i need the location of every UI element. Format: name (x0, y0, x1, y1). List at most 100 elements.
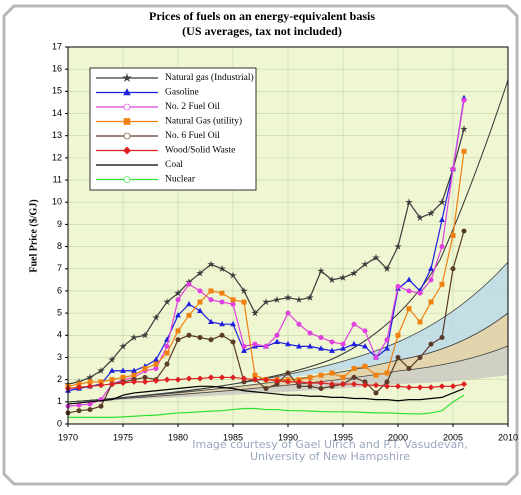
marker (450, 166, 456, 172)
marker (373, 390, 379, 396)
marker (428, 299, 434, 305)
y-tick-label: 12 (52, 152, 62, 162)
marker (394, 242, 402, 250)
series-line (68, 394, 465, 418)
marker (119, 379, 127, 387)
marker (329, 347, 335, 353)
marker (461, 97, 467, 103)
marker (384, 337, 390, 343)
x-tick-label: 1995 (333, 432, 353, 442)
marker (252, 341, 258, 347)
marker (450, 233, 456, 239)
marker (196, 269, 204, 277)
marker (185, 375, 193, 382)
marker (461, 228, 467, 234)
marker (141, 378, 149, 385)
marker (208, 288, 214, 294)
marker (207, 374, 215, 381)
legend-box (89, 67, 257, 191)
marker (373, 354, 379, 360)
marker (427, 209, 435, 217)
marker (450, 266, 456, 272)
marker (262, 298, 270, 306)
marker (108, 381, 116, 388)
marker (416, 213, 424, 221)
marker (428, 277, 434, 283)
marker (141, 331, 149, 339)
marker (120, 367, 126, 373)
marker (240, 286, 248, 295)
marker (123, 103, 131, 111)
x-tick-label: 2010 (498, 432, 518, 442)
marker (438, 198, 446, 206)
marker (251, 309, 259, 317)
marker (439, 244, 445, 250)
y-tick-label: 7 (57, 263, 62, 273)
y-tick-label: 11 (53, 174, 62, 184)
y-tick-label: 6 (57, 285, 62, 295)
x-tick-label: 2005 (443, 432, 463, 442)
marker (416, 384, 424, 391)
x-tick-label: 1975 (113, 432, 133, 442)
marker (123, 88, 131, 96)
marker (395, 284, 401, 290)
marker (229, 374, 237, 381)
legend: Natural gas (Industrial) Gasoline No. 2 Fu… (89, 67, 257, 191)
marker (317, 267, 325, 275)
marker (339, 381, 347, 388)
marker (460, 381, 468, 388)
projection-curve (67, 261, 509, 403)
marker (174, 376, 182, 383)
marker (86, 373, 94, 381)
marker (428, 341, 434, 347)
y-tick-label: 2 (57, 374, 62, 384)
marker (152, 377, 160, 384)
marker (307, 374, 313, 380)
marker (449, 383, 457, 390)
marker (230, 339, 236, 345)
marker (417, 319, 423, 325)
marker (120, 374, 126, 380)
marker (362, 343, 368, 349)
marker (218, 264, 226, 272)
marker (317, 379, 325, 387)
marker (123, 132, 131, 140)
marker (208, 318, 214, 325)
y-tick-label: 10 (52, 197, 62, 207)
marker (274, 332, 280, 338)
marker (361, 382, 369, 389)
marker (240, 375, 248, 382)
marker (306, 379, 314, 387)
marker (131, 372, 137, 378)
marker (427, 384, 435, 391)
legend-label: Coal (165, 160, 183, 170)
y-tick-label: 3 (57, 352, 62, 362)
marker (351, 321, 357, 327)
marker (130, 333, 138, 341)
marker (229, 271, 237, 279)
marker (394, 383, 402, 390)
marker (241, 299, 247, 305)
marker (372, 382, 380, 389)
marker (175, 297, 181, 303)
marker (76, 408, 82, 414)
x-tick-label: 2000 (388, 432, 408, 442)
marker (75, 384, 83, 391)
marker (438, 383, 446, 390)
marker (284, 293, 292, 301)
legend-label: Nuclear (165, 175, 196, 185)
marker (164, 343, 170, 349)
marker (219, 320, 225, 327)
marker (439, 281, 445, 287)
marker (373, 372, 379, 378)
marker (130, 378, 138, 385)
marker (122, 146, 132, 155)
marker (350, 381, 358, 388)
legend-label: Gasoline (165, 88, 199, 98)
credit: University of New Hampshire (250, 450, 410, 463)
marker (274, 338, 280, 345)
marker (186, 281, 192, 287)
legend-label: Wood/Solid Waste (165, 146, 235, 156)
marker (241, 343, 247, 349)
series-lines (64, 94, 468, 418)
